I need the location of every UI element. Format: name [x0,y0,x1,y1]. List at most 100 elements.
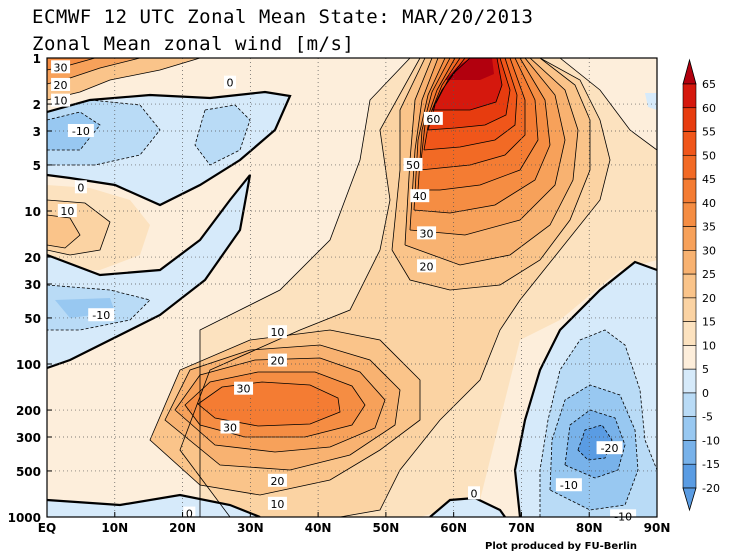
x-tick-label: 50N [373,521,400,535]
contour-label-bg [57,204,77,217]
y-tick-label: 200 [16,404,41,418]
colorbar-top-arrow [682,58,697,85]
colorbar-swatch [682,368,697,394]
colorbar-swatch [682,392,697,418]
colorbar-swatch [682,440,697,465]
contour-label-bg [417,259,437,273]
contour-label-bg [403,157,423,171]
colorbar-label: -10 [702,434,720,447]
x-tick-label: 10N [101,521,128,535]
contour-label-bg [51,93,71,107]
contour-label: 30 [223,421,237,434]
colorbar-label: 15 [702,316,716,329]
x-tick-label: 60N [440,521,467,535]
contour-label-bg [51,60,71,74]
x-tick-label: 30N [237,521,264,535]
y-tick-label: 500 [16,465,41,479]
colorbar-label: 65 [702,78,716,91]
colorbar-swatch [682,131,697,156]
contour-label: 30 [237,383,251,396]
contour-label-bg [423,111,443,125]
y-tick-label: 5 [33,159,41,173]
colorbar-swatch [682,345,697,370]
contour-label: -20 [601,442,619,455]
contour-label-bg [220,420,240,434]
x-tick-label: EQ [38,521,56,535]
plot-frame [46,57,658,518]
contour-label: 50 [406,159,420,172]
contour-label-bg [74,180,87,194]
y-tick-label: 1000 [8,511,41,525]
contour-label-bg [267,353,287,367]
y-tick-label: 300 [16,431,41,445]
y-tick-label: 20 [24,251,41,265]
colorbar-swatch [682,202,697,227]
contour-label-bg [610,509,637,523]
x-tick-label: 40N [305,521,332,535]
y-tick-label: 10 [24,205,41,219]
y-tick-label: 50 [24,312,41,326]
contour-label: 20 [270,475,284,488]
contour-label-bg [183,506,196,520]
colorbar-swatch [682,107,697,132]
contour-label: -10 [92,309,110,322]
contour-label-bg [417,226,437,240]
colorbar-swatch [682,297,697,322]
contour-label: 10 [54,95,68,108]
colorbar-label: 40 [702,197,716,210]
contour-label-bg [267,325,287,339]
colorbar-swatch [682,226,697,251]
colorbar-label: 10 [702,339,716,352]
x-tick-label: 20N [169,521,196,535]
contour-label-bg [88,308,115,322]
contour-label: 20 [270,355,284,368]
x-tick-label: 80N [576,521,603,535]
contour-label: 0 [186,508,193,521]
contour-label-bg [468,486,480,500]
colorbar-swatch [682,178,697,204]
contour-label: 10 [60,205,74,218]
contour-label-bg [67,123,94,137]
colorbar-swatch [682,273,697,299]
colorbar-label: 20 [702,292,716,305]
colorbar-label: 60 [702,102,716,115]
chart-subtitle: Zonal Mean zonal wind [m/s] [32,33,355,55]
contour-label: 30 [420,227,434,240]
colorbar-swatch [682,416,697,441]
contour-label-bg [596,441,623,455]
contour-label: -10 [560,479,578,492]
colorbar-swatch [682,321,697,346]
contour-label: 60 [426,113,440,126]
x-tick-label: 90N [644,521,671,535]
contour-label-bg [234,381,254,395]
y-tick-label: 1 [33,52,41,66]
contour-label: -10 [72,125,90,138]
colorbar-label: -15 [702,458,720,471]
colorbar-swatch [682,154,697,180]
contour-label: 0 [77,181,84,194]
contour-label-bg [267,496,287,510]
contour-label: 40 [413,190,427,203]
colorbar-label: 50 [702,149,716,162]
colorbar-swatch [682,83,697,109]
y-tick-label: 100 [16,358,41,372]
plot-area [47,58,657,517]
colorbar-swatch [682,250,697,275]
colorbar-label: 55 [702,126,716,139]
contour-label: 20 [420,260,434,273]
credit-text: Plot produced by FU-Berlin [485,541,638,552]
chart-title: ECMWF 12 UTC Zonal Mean State: MAR/20/20… [32,6,534,28]
colorbar-label: 5 [702,363,709,376]
colorbar-label: -5 [702,411,713,424]
colorbar-label: 30 [702,244,716,257]
y-tick-label: 30 [24,278,41,292]
contour-label-bg [51,77,71,91]
contour-label-bg [224,75,236,89]
contour-label: 0 [227,77,234,90]
colorbar-label: 45 [702,173,716,186]
contour-label-bg [410,189,430,203]
contour-label: 0 [471,487,478,500]
contour-label: 20 [54,79,68,92]
contour-label-bg [555,478,582,492]
